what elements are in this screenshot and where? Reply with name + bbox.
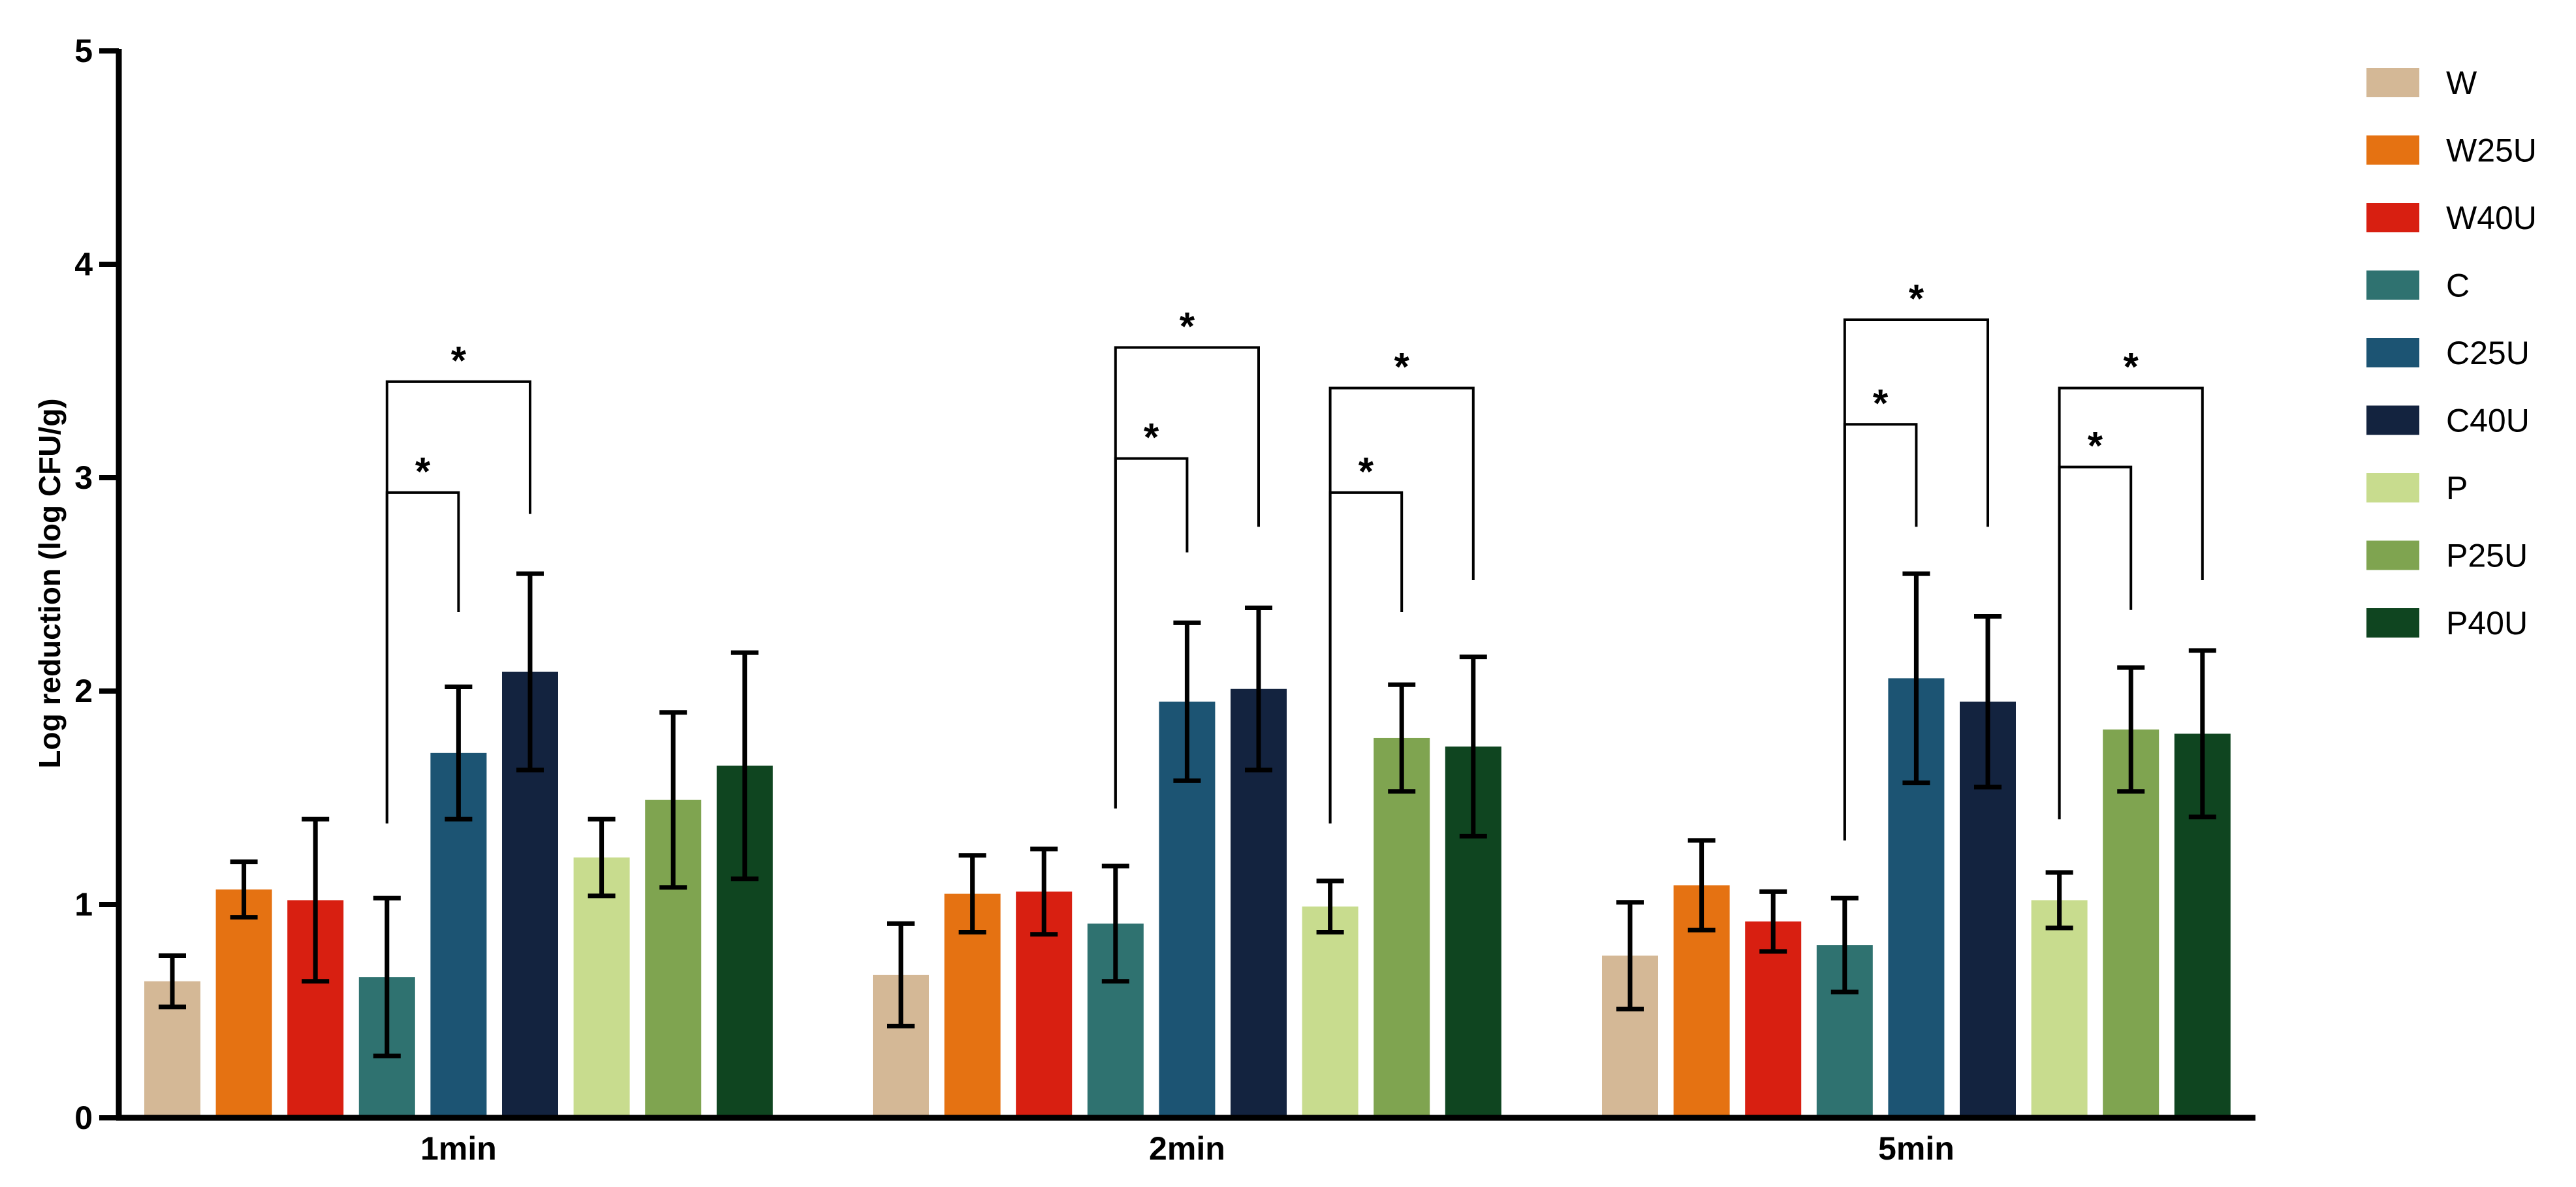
significance-star: *	[451, 339, 467, 382]
legend-label: P25U	[2446, 538, 2528, 574]
y-axis-title: Log reduction (log CFU/g)	[33, 398, 67, 768]
bars-layer	[144, 671, 2231, 1118]
significance-star: *	[1873, 381, 1889, 425]
legend-item-w25u: W25U	[2366, 132, 2537, 169]
legend-swatch	[2366, 338, 2419, 367]
legend-label: P	[2446, 470, 2468, 506]
error-bar-c25u-2min	[1173, 620, 1201, 783]
legend: W W25U W40U C C25U C40U P P25U P40U	[2366, 65, 2537, 641]
error-bar-w40u-1min	[302, 816, 330, 984]
error-bar-p40u-5min	[2188, 648, 2216, 820]
legend-label: C	[2446, 268, 2470, 304]
error-bar-c40u-5min	[1974, 614, 2002, 790]
y-tick-label: 0	[74, 1100, 93, 1136]
significance-star: *	[1359, 450, 1374, 493]
significance-star: *	[1394, 345, 1410, 389]
error-bar-w25u-1min	[230, 859, 258, 920]
significance-bracket-line	[1843, 318, 1989, 840]
significance-star: *	[2124, 345, 2139, 389]
bar-p25u-5min	[2103, 729, 2160, 1118]
error-bar-p-2min	[1316, 878, 1344, 935]
legend-item-p40u: P40U	[2366, 605, 2528, 641]
legend-label: W	[2446, 65, 2477, 101]
legend-swatch	[2366, 68, 2419, 97]
error-bar-c25u-1min	[445, 684, 473, 822]
legend-item-c25u: C25U	[2366, 335, 2530, 371]
significance-star: *	[415, 450, 431, 493]
error-bar-w40u-2min	[1030, 846, 1058, 937]
significance-bracket-line	[2058, 386, 2204, 820]
legend-item-c: C	[2366, 268, 2470, 304]
significance-bracket: *	[1843, 277, 1989, 840]
error-bar-c-2min	[1101, 863, 1129, 984]
legend-item-p: P	[2366, 470, 2468, 506]
error-bar-p40u-1min	[730, 650, 759, 882]
error-bar-p25u-1min	[659, 710, 687, 890]
bar-w40u-5min	[1745, 921, 1802, 1118]
significance-bracket: *	[385, 339, 531, 824]
y-tick-label: 4	[74, 246, 93, 283]
axes	[116, 49, 2255, 1121]
legend-item-w: W	[2366, 65, 2477, 101]
error-bar-w25u-2min	[958, 853, 986, 935]
error-bar-p-1min	[588, 816, 616, 899]
significance-star: *	[2088, 424, 2103, 468]
bar-p25u-2min	[1374, 737, 1430, 1118]
x-tick-label: 2min	[1149, 1130, 1225, 1167]
x-tick-labels: 1min 2min 5min	[420, 1130, 1955, 1167]
significance-bracket: *	[1328, 345, 1475, 824]
legend-item-p25u: P25U	[2366, 538, 2528, 574]
significance-star: *	[1180, 305, 1195, 348]
significance-bracket-line	[1328, 386, 1475, 824]
error-bar-w-2min	[887, 921, 915, 1028]
legend-label: W25U	[2446, 132, 2537, 169]
legend-swatch	[2366, 540, 2419, 570]
bar-w25u-1min	[215, 889, 272, 1118]
significance-bracket: *	[2058, 345, 2204, 820]
error-bar-c-5min	[1830, 895, 1859, 994]
error-bars-layer	[159, 571, 2216, 1058]
legend-item-c40u: C40U	[2366, 403, 2530, 439]
significance-layer: * * * * * * * * * *	[385, 277, 2204, 840]
error-bar-c40u-1min	[516, 571, 544, 773]
error-bar-p25u-5min	[2117, 665, 2145, 794]
y-ticks: 0 1 2 3 4 5	[74, 33, 119, 1136]
error-bar-c25u-5min	[1902, 571, 1930, 786]
legend-swatch	[2366, 405, 2419, 435]
legend-swatch	[2366, 270, 2419, 300]
error-bar-p25u-2min	[1388, 682, 1416, 794]
legend-label: P40U	[2446, 605, 2528, 641]
legend-swatch	[2366, 203, 2419, 232]
bar-p-5min	[2031, 900, 2088, 1118]
legend-label: W40U	[2446, 200, 2537, 236]
legend-item-w40u: W40U	[2366, 200, 2537, 236]
bar-p-1min	[573, 857, 630, 1118]
significance-bracket: *	[1114, 305, 1260, 809]
error-bar-p40u-2min	[1459, 655, 1487, 839]
legend-label: C25U	[2446, 335, 2530, 371]
significance-star: *	[1909, 277, 1924, 320]
x-tick-label: 5min	[1878, 1130, 1955, 1167]
significance-bracket-line	[385, 380, 531, 824]
error-bar-w40u-5min	[1759, 889, 1787, 954]
y-tick-label: 3	[74, 459, 93, 496]
y-tick-label: 5	[74, 33, 93, 69]
y-tick-label: 2	[74, 673, 93, 709]
error-bar-w-5min	[1616, 900, 1644, 1011]
legend-swatch	[2366, 608, 2419, 638]
x-tick-label: 1min	[420, 1130, 497, 1167]
legend-swatch	[2366, 135, 2419, 165]
significance-star: *	[1144, 416, 1159, 459]
y-tick-label: 1	[74, 886, 93, 923]
bar-p-2min	[1302, 906, 1359, 1118]
legend-label: C40U	[2446, 403, 2530, 439]
error-bar-c-1min	[373, 895, 401, 1058]
significance-bracket-line	[1114, 346, 1260, 809]
error-bar-p-5min	[2045, 870, 2073, 931]
error-bar-c40u-2min	[1245, 605, 1272, 773]
legend-swatch	[2366, 473, 2419, 502]
error-bar-w-1min	[159, 953, 186, 1010]
error-bar-w25u-5min	[1688, 838, 1716, 933]
